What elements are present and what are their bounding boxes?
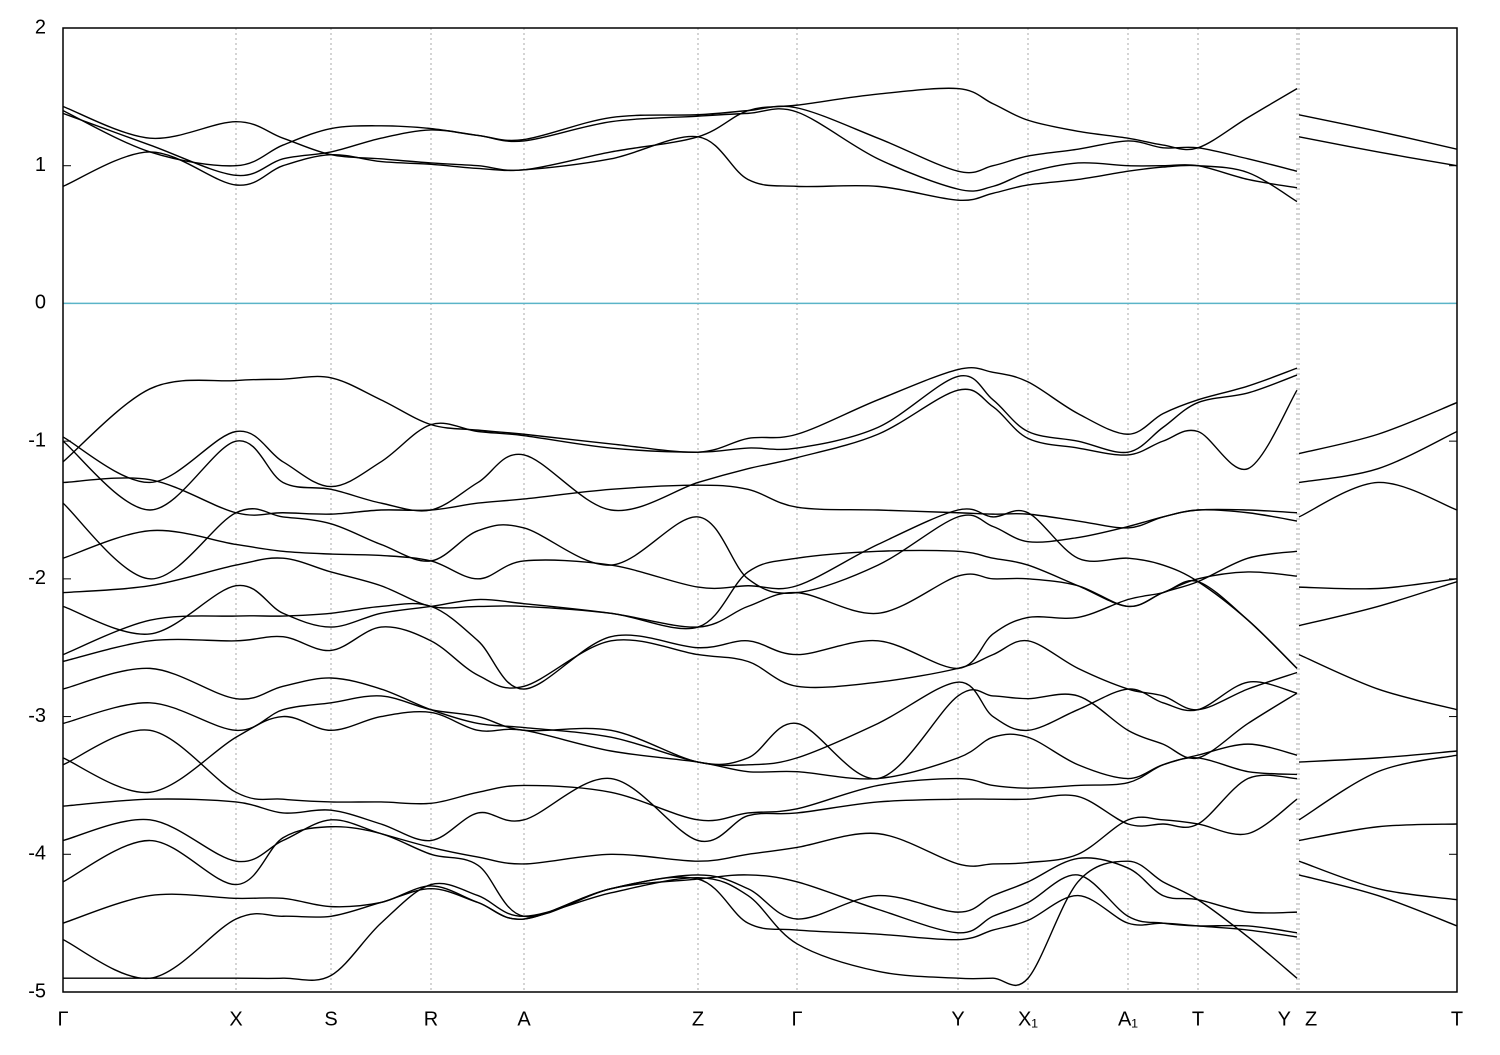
band-line bbox=[63, 874, 1298, 934]
band-line bbox=[63, 579, 1457, 842]
band-line bbox=[63, 860, 1298, 986]
y-tick-label: -3 bbox=[28, 705, 46, 727]
x-tick-label: R bbox=[424, 1008, 438, 1030]
x-tick-label: Y bbox=[951, 1008, 964, 1030]
band-line bbox=[63, 87, 1298, 172]
y-tick-label: -1 bbox=[28, 429, 46, 451]
x-tick-label: Z bbox=[1305, 1008, 1317, 1030]
x-tick-label: X₁ bbox=[1018, 1008, 1038, 1030]
band-line bbox=[63, 549, 1457, 763]
band-line bbox=[63, 135, 1457, 203]
x-tick-label: X bbox=[229, 1008, 242, 1030]
band-line bbox=[63, 825, 1298, 920]
x-tick-label: Γ bbox=[57, 1008, 68, 1030]
x-tick-label: A₁ bbox=[1118, 1008, 1138, 1030]
band-line bbox=[63, 774, 1298, 843]
plot-frame bbox=[62, 27, 1458, 993]
bands bbox=[63, 87, 1457, 986]
band-line bbox=[63, 105, 1298, 174]
y-tick-label: -2 bbox=[28, 567, 46, 589]
x-tick-label: Y bbox=[1278, 1008, 1291, 1030]
band-line bbox=[63, 571, 1457, 821]
band-line bbox=[63, 108, 1457, 192]
y-tick-label: 2 bbox=[35, 16, 46, 38]
band-line bbox=[63, 667, 1457, 927]
x-tick-label: Z bbox=[692, 1008, 704, 1030]
band-line bbox=[63, 798, 1298, 867]
band-line bbox=[63, 710, 1298, 794]
x-tick-label: A bbox=[517, 1008, 531, 1030]
y-tick-label: -5 bbox=[28, 980, 46, 1002]
band-line bbox=[63, 729, 1298, 822]
x-tick-label: T bbox=[1192, 1008, 1204, 1030]
band-line bbox=[63, 502, 1457, 627]
band-line bbox=[63, 367, 1457, 463]
band-line bbox=[63, 477, 1457, 590]
x-tick-label: S bbox=[324, 1008, 337, 1030]
band-line bbox=[63, 876, 1298, 979]
band-line bbox=[63, 626, 1457, 901]
x-tick-label: Γ bbox=[791, 1008, 802, 1030]
band-line bbox=[63, 508, 1457, 711]
y-tick-label: 1 bbox=[35, 154, 46, 176]
y-tick-label: -4 bbox=[28, 843, 46, 865]
band-line bbox=[63, 689, 1298, 780]
band-line bbox=[63, 374, 1457, 488]
x-tick-label: T bbox=[1451, 1008, 1463, 1030]
y-tick-label: 0 bbox=[35, 292, 46, 314]
band-line bbox=[63, 388, 1457, 518]
